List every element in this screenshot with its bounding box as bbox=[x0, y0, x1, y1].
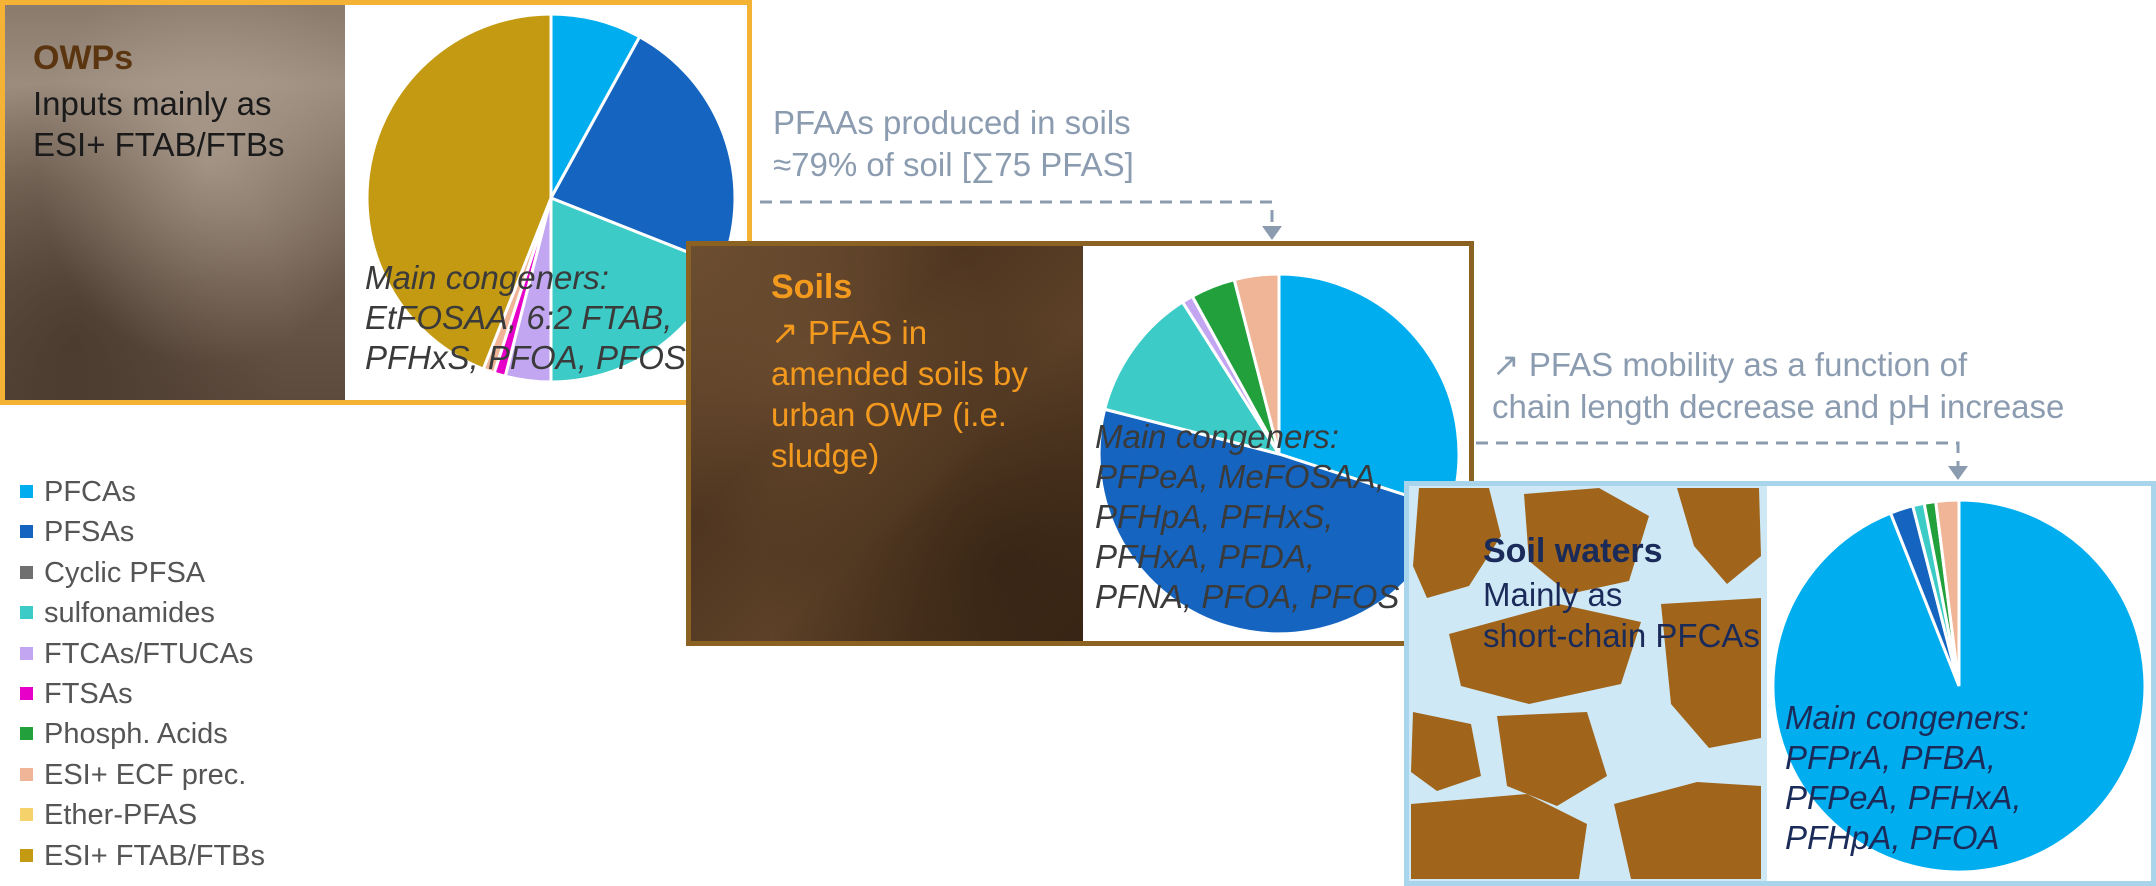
owp-pie-chart bbox=[365, 12, 737, 384]
soil-waters-congeners-line: PFHpA, PFOA bbox=[1785, 819, 2000, 856]
legend-label: ESI+ ECF prec. bbox=[44, 758, 247, 791]
owp-description-line: ESI+ FTAB/FTBs bbox=[33, 126, 285, 163]
pie-slice-pfcas bbox=[549, 12, 642, 199]
soils-congeners-line: PFPeA, MeFOSAA, bbox=[1095, 458, 1385, 495]
flow-note-line: ≈79% of soil [∑75 PFAS] bbox=[773, 146, 1134, 183]
pie-slice-esi-ecf-prec- bbox=[1934, 498, 1961, 687]
owp-congeners-title: Main congeners: bbox=[365, 259, 609, 296]
legend-label: FTSAs bbox=[44, 677, 133, 710]
soil-waters-pie-chart bbox=[1771, 498, 2147, 874]
flow-note-line: PFAAs produced in soils bbox=[773, 104, 1131, 141]
flow-note-pfaas-produced: PFAAs produced in soils ≈79% of soil [∑7… bbox=[773, 102, 1134, 186]
legend-label: Cyclic PFSA bbox=[44, 556, 206, 589]
soils-description-line: urban OWP (i.e. bbox=[771, 396, 1007, 433]
pie-slice-pfsas bbox=[548, 34, 737, 268]
legend-swatch bbox=[20, 808, 33, 822]
legend-label: PFCAs bbox=[44, 476, 136, 508]
soil-waters-description-line: Mainly as bbox=[1483, 576, 1623, 613]
soil-waters-congeners-line: PFPrA, PFBA, bbox=[1785, 739, 1996, 776]
soil-waters-main-congeners: Main congeners: PFPrA, PFBA, PFPeA, PFHx… bbox=[1785, 698, 2029, 858]
legend-label: Phosph. Acids bbox=[44, 718, 228, 751]
soils-panel: Soils ↗ PFAS in amended soils by urban O… bbox=[686, 241, 1474, 646]
soils-description-line: amended soils by bbox=[771, 355, 1028, 392]
dashed-arrow-soils-to-waters bbox=[1476, 441, 1960, 472]
legend-label: Ether-PFAS bbox=[44, 799, 198, 832]
soils-main-congeners: Main congeners: PFPeA, MeFOSAA, PFHpA, P… bbox=[1095, 417, 1399, 617]
owp-panel: OWPs Inputs mainly as ESI+ FTAB/FTBs Mai… bbox=[0, 0, 752, 405]
legend-swatch bbox=[20, 606, 33, 620]
legend-swatch bbox=[20, 848, 33, 862]
legend-label: PFSAs bbox=[44, 516, 135, 549]
soil-waters-description-line: short-chain PFCAs bbox=[1483, 617, 1760, 654]
legend-label: sulfonamides bbox=[44, 597, 215, 630]
soils-photo bbox=[691, 246, 1083, 641]
arrow-head-icon bbox=[1262, 226, 1282, 240]
owp-congeners-line: PFHxS, PFOA, PFOS bbox=[365, 339, 686, 376]
soil-waters-congeners-line: PFPeA, PFHxA, bbox=[1785, 779, 2022, 816]
soil-waters-panel: Soil waters Mainly as short-chain PFCAs … bbox=[1404, 481, 2156, 886]
legend-swatch bbox=[20, 646, 33, 660]
owp-description-line: Inputs mainly as bbox=[33, 85, 272, 122]
soil-waters-title: Soil waters bbox=[1483, 532, 1663, 570]
legend-swatch bbox=[20, 565, 33, 579]
soils-description-line: sludge) bbox=[771, 437, 880, 474]
owp-description: Inputs mainly as ESI+ FTAB/FTBs bbox=[33, 83, 285, 165]
soils-congeners-line: PFNA, PFOA, PFOS bbox=[1095, 578, 1400, 615]
soils-pie-area: Main congeners: PFPeA, MeFOSAA, PFHpA, P… bbox=[1083, 246, 1469, 641]
pie-slice-esi-ftab-ftbs bbox=[365, 12, 553, 372]
soil-aggregates-drawing bbox=[1411, 488, 1761, 879]
soil-waters-description: Mainly as short-chain PFCAs bbox=[1483, 574, 1760, 656]
owp-main-congeners: Main congeners: EtFOSAA, 6:2 FTAB, PFHxS… bbox=[365, 258, 686, 378]
legend-swatch bbox=[20, 686, 33, 700]
soils-congeners-line: PFHxA, PFDA, bbox=[1095, 538, 1316, 575]
owp-dust-photo bbox=[5, 5, 345, 400]
soils-description-line: ↗ PFAS in bbox=[771, 314, 928, 351]
soils-congeners-line: PFHpA, PFHxS, bbox=[1095, 498, 1334, 535]
legend-swatch bbox=[20, 485, 33, 498]
owp-pie-area: Main congeners: EtFOSAA, 6:2 FTAB, PFHxS… bbox=[345, 5, 747, 400]
soils-description: ↗ PFAS in amended soils by urban OWP (i.… bbox=[771, 312, 1028, 476]
soil-waters-photo bbox=[1409, 486, 1767, 881]
pie-slice-sulfonamides bbox=[1102, 299, 1283, 457]
soils-pie-chart bbox=[1097, 272, 1461, 636]
flow-note-line: chain length decrease and pH increase bbox=[1492, 388, 2065, 425]
owp-title: OWPs bbox=[33, 39, 134, 77]
pie-slice-esi-ecf-prec- bbox=[1232, 272, 1281, 455]
soil-waters-pie-area: Main congeners: PFPrA, PFBA, PFPeA, PFHx… bbox=[1767, 486, 2151, 881]
soil-waters-congeners-title: Main congeners: bbox=[1785, 699, 2029, 736]
legend-swatch bbox=[20, 767, 33, 781]
soils-congeners-title: Main congeners: bbox=[1095, 418, 1339, 455]
pie-slice-pfcas bbox=[1277, 272, 1461, 512]
owp-congeners-line: EtFOSAA, 6:2 FTAB, bbox=[365, 299, 673, 336]
legend-swatch bbox=[20, 727, 33, 741]
arrow-head-icon bbox=[1948, 466, 1968, 480]
flow-note-line: ↗ PFAS mobility as a function of bbox=[1492, 346, 1968, 383]
soils-title: Soils bbox=[771, 268, 853, 306]
flow-note-pfas-mobility: ↗ PFAS mobility as a function of chain l… bbox=[1492, 344, 2064, 428]
dashed-arrow-owp-to-soils bbox=[760, 200, 1274, 232]
legend-swatch bbox=[20, 525, 33, 539]
legend-label: ESI+ FTAB/FTBs bbox=[44, 839, 266, 872]
legend-label: FTCAs/FTUCAs bbox=[44, 637, 254, 670]
